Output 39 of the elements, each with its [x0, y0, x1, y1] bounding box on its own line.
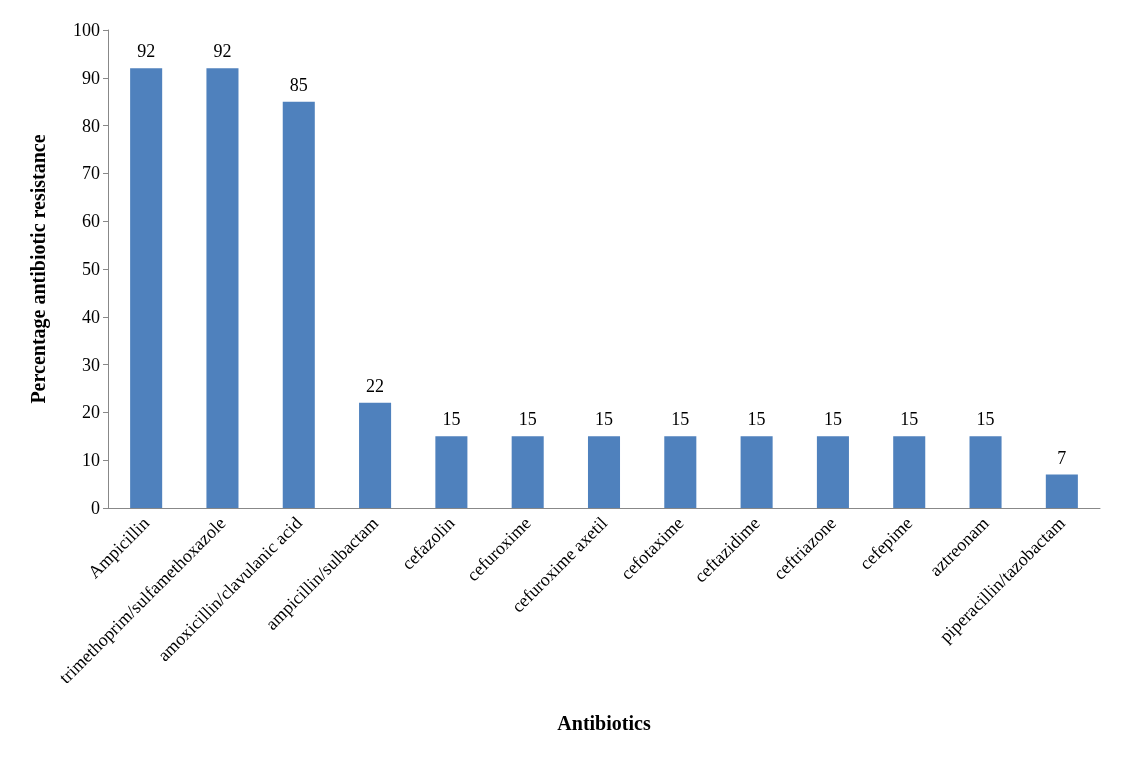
bar: [740, 436, 773, 508]
bar: [206, 68, 239, 508]
y-tick-label: 40: [82, 306, 100, 327]
bar: [587, 436, 621, 508]
data-label: 15: [442, 409, 461, 430]
bar: [435, 436, 468, 508]
data-label: 92: [213, 41, 232, 62]
y-tick-label: 60: [82, 211, 100, 232]
y-tick-label: 10: [82, 450, 100, 471]
data-label: 85: [289, 74, 308, 95]
bar: [969, 436, 1002, 508]
y-tick-label: 90: [82, 67, 100, 88]
data-label: 7: [1057, 447, 1067, 468]
data-label: 22: [366, 375, 385, 396]
data-label: 15: [671, 409, 690, 430]
data-label: 15: [747, 409, 766, 430]
bar: [359, 402, 392, 508]
bar: [893, 436, 926, 508]
y-tick-label: 30: [82, 354, 100, 375]
bar: [816, 436, 849, 508]
bar: [1045, 474, 1078, 508]
x-axis-title: Antibiotics: [557, 712, 651, 734]
bar: [130, 68, 163, 508]
bar: [511, 436, 544, 508]
y-axis-title: Percentage antibiotic resistance: [27, 134, 50, 404]
data-label: 15: [823, 409, 842, 430]
data-label: 15: [900, 409, 919, 430]
data-label: 15: [518, 409, 537, 430]
y-tick-label: 100: [73, 20, 100, 40]
data-label: 15: [595, 409, 613, 430]
y-tick-label: 70: [82, 163, 100, 184]
y-tick-label: 50: [82, 259, 100, 279]
data-label: 92: [137, 41, 156, 62]
y-tick-label: 0: [91, 498, 100, 518]
bar: [664, 436, 697, 508]
y-tick-label: 20: [82, 402, 100, 423]
y-tick-label: 80: [82, 115, 100, 136]
data-label: 15: [976, 409, 995, 430]
bar: [282, 101, 315, 508]
